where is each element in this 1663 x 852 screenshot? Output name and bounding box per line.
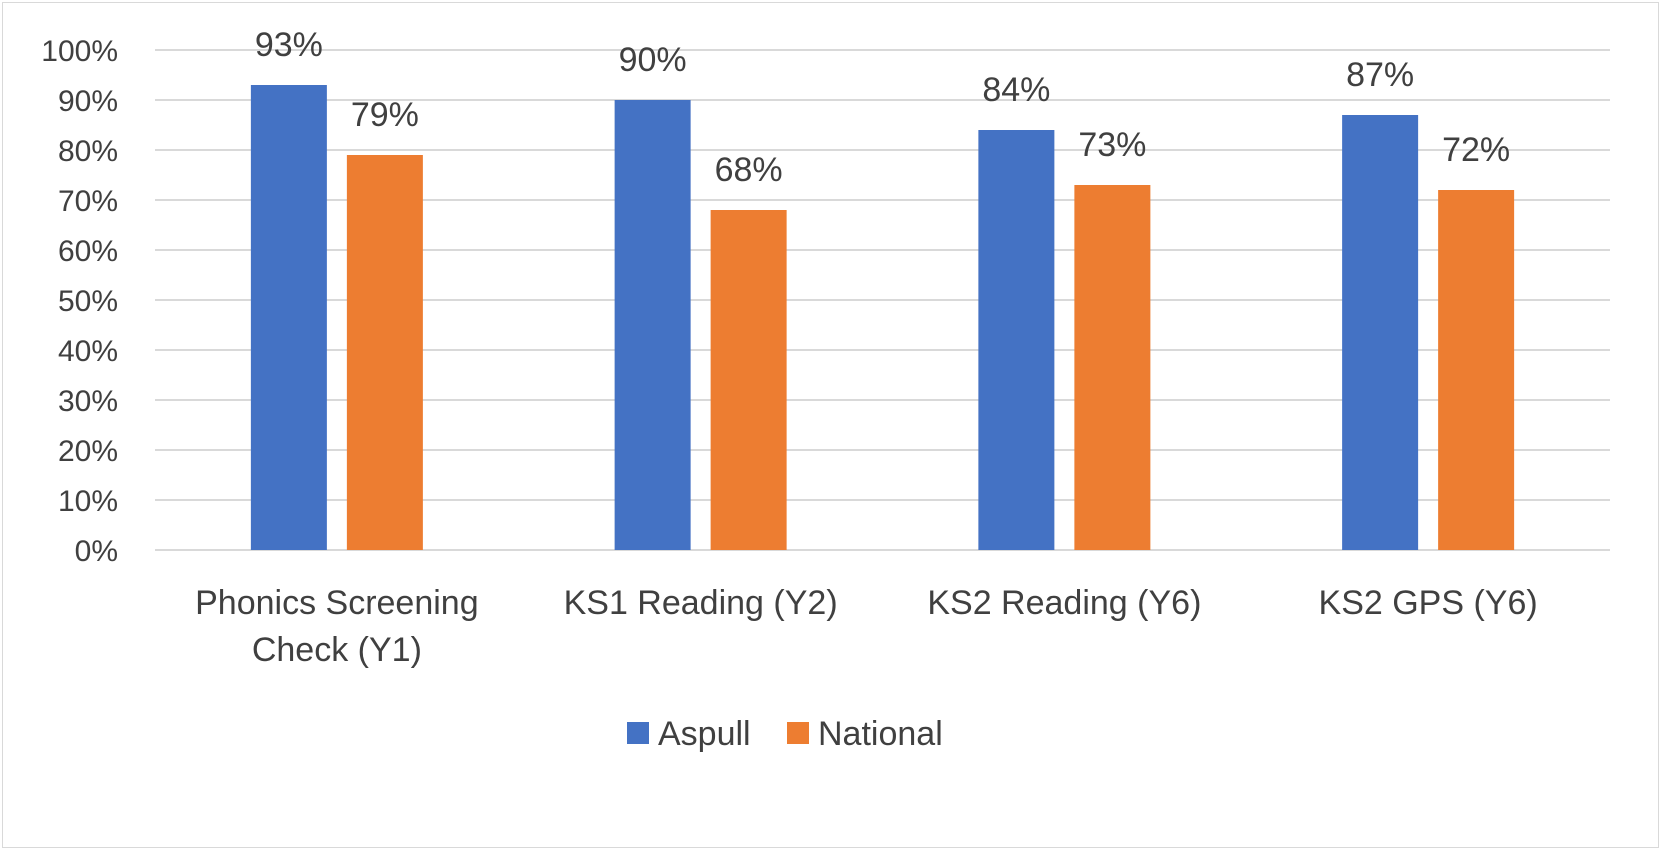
data-label: 79% (351, 96, 419, 134)
y-tick-label: 60% (58, 235, 118, 268)
x-axis-categories: Phonics Screening Check (Y1) KS1 Reading (… (195, 584, 1538, 669)
bar-aspull (250, 85, 327, 550)
bar-aspull (614, 100, 691, 550)
legend-swatch-aspull (627, 722, 649, 744)
bar-aspull (1342, 115, 1419, 550)
y-tick-label: 40% (58, 335, 118, 368)
bar-aspull (978, 130, 1055, 550)
data-label: 73% (1078, 126, 1146, 164)
bar-national (1438, 190, 1515, 550)
bar-national (346, 155, 423, 550)
y-tick-label: 0% (75, 535, 118, 568)
data-label: 84% (982, 71, 1050, 109)
x-category-label: KS2 GPS (Y6) (1319, 584, 1538, 622)
y-tick-label: 10% (58, 485, 118, 518)
data-label: 72% (1442, 131, 1510, 169)
data-labels: 93% 79% 90% 68% 84% 73% 87% 72% (255, 26, 1510, 189)
legend: Aspull National (627, 715, 943, 753)
x-category-label: Phonics Screening (195, 584, 479, 622)
y-axis-ticks: 0% 10% 20% 30% 40% 50% 60% 70% 80% 90% 100% (41, 35, 118, 568)
legend-label-national: National (818, 715, 943, 753)
bars (250, 85, 1515, 550)
y-tick-label: 30% (58, 385, 118, 418)
data-label: 68% (715, 151, 783, 189)
bar-national (1074, 185, 1151, 550)
x-category-label: Check (Y1) (252, 631, 422, 669)
data-label: 93% (255, 26, 323, 64)
y-tick-label: 70% (58, 185, 118, 218)
bar-national (710, 210, 787, 550)
y-tick-label: 80% (58, 135, 118, 168)
x-category-label: KS2 Reading (Y6) (927, 584, 1201, 622)
legend-label-aspull: Aspull (658, 715, 751, 753)
legend-swatch-national (787, 722, 809, 744)
y-tick-label: 50% (58, 285, 118, 318)
data-label: 90% (619, 41, 687, 79)
x-category-label: KS1 Reading (Y2) (564, 584, 838, 622)
y-tick-label: 90% (58, 85, 118, 118)
y-tick-label: 20% (58, 435, 118, 468)
y-tick-label: 100% (41, 35, 118, 68)
data-label: 87% (1346, 56, 1414, 94)
